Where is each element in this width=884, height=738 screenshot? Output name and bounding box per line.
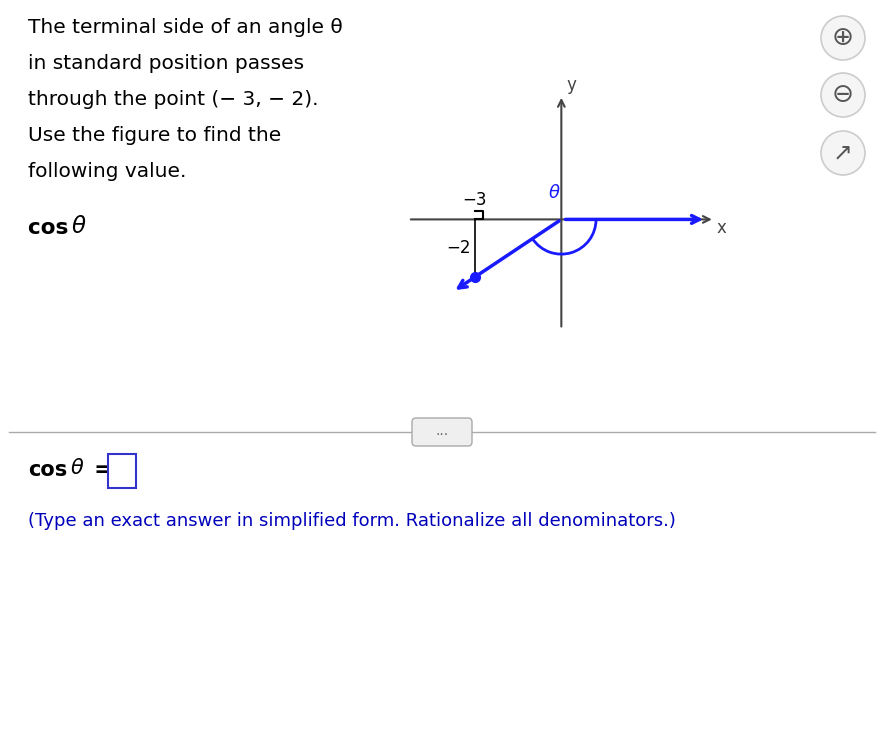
Text: −2: −2 (446, 239, 471, 258)
Text: cos: cos (28, 460, 67, 480)
Text: in standard position passes: in standard position passes (28, 54, 304, 73)
Text: Use the figure to find the: Use the figure to find the (28, 126, 281, 145)
Text: ↗: ↗ (833, 141, 853, 165)
Text: ...: ... (436, 424, 448, 438)
Text: ⊖: ⊖ (832, 82, 854, 108)
Text: (Type an exact answer in simplified form. Rationalize all denominators.): (Type an exact answer in simplified form… (28, 512, 676, 530)
Text: ⊕: ⊕ (832, 25, 854, 51)
Text: following value.: following value. (28, 162, 187, 181)
Circle shape (821, 73, 865, 117)
Text: $\theta$: $\theta$ (70, 458, 84, 478)
FancyBboxPatch shape (108, 454, 136, 488)
Text: y: y (567, 75, 576, 94)
Circle shape (821, 16, 865, 60)
Text: =: = (87, 460, 112, 480)
Text: through the point (− 3, − 2).: through the point (− 3, − 2). (28, 90, 318, 109)
Text: The terminal side of an angle θ: The terminal side of an angle θ (28, 18, 343, 37)
Text: $\theta$: $\theta$ (71, 215, 87, 238)
Text: −3: −3 (462, 191, 487, 210)
Text: cos: cos (28, 218, 76, 238)
Text: x: x (716, 219, 726, 237)
Circle shape (821, 131, 865, 175)
FancyBboxPatch shape (412, 418, 472, 446)
Text: $\theta$: $\theta$ (548, 184, 560, 201)
